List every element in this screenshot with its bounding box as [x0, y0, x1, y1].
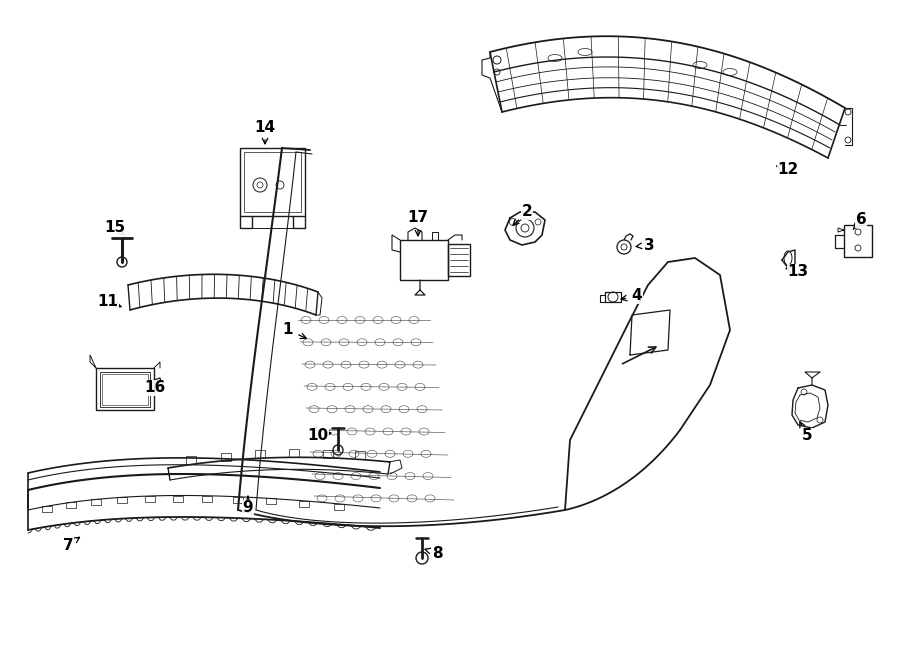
- Bar: [400, 240, 448, 280]
- Bar: [186, 457, 196, 465]
- Bar: [145, 496, 155, 502]
- Bar: [96, 368, 154, 410]
- Text: 12: 12: [778, 163, 798, 178]
- Bar: [117, 497, 128, 503]
- Text: 17: 17: [408, 210, 428, 225]
- Text: 13: 13: [788, 264, 808, 280]
- Text: 6: 6: [856, 212, 867, 227]
- Bar: [356, 451, 365, 459]
- Text: 16: 16: [144, 381, 166, 395]
- Text: 10: 10: [308, 428, 328, 444]
- Text: 7: 7: [63, 537, 73, 553]
- Text: 2: 2: [522, 204, 533, 219]
- Text: 11: 11: [97, 295, 119, 309]
- Bar: [41, 506, 52, 512]
- Bar: [266, 498, 275, 504]
- Text: 14: 14: [255, 120, 275, 136]
- Bar: [299, 501, 310, 507]
- Text: 4: 4: [632, 288, 643, 303]
- Bar: [289, 449, 300, 457]
- Text: 1: 1: [283, 323, 293, 338]
- Bar: [256, 450, 266, 458]
- Bar: [240, 148, 305, 216]
- Bar: [244, 152, 301, 212]
- Bar: [173, 496, 183, 502]
- Bar: [448, 244, 470, 276]
- Bar: [102, 374, 148, 405]
- Bar: [66, 502, 77, 508]
- Text: 8: 8: [432, 545, 442, 561]
- Bar: [233, 497, 243, 503]
- Bar: [323, 450, 333, 458]
- Bar: [844, 225, 872, 257]
- Bar: [100, 372, 150, 407]
- Text: 3: 3: [644, 237, 654, 253]
- Bar: [202, 496, 212, 502]
- Text: 15: 15: [104, 221, 126, 235]
- Bar: [605, 292, 621, 302]
- Text: 5: 5: [802, 428, 813, 444]
- Bar: [91, 500, 101, 506]
- Bar: [221, 453, 231, 461]
- Bar: [335, 504, 345, 510]
- Text: 9: 9: [243, 500, 253, 516]
